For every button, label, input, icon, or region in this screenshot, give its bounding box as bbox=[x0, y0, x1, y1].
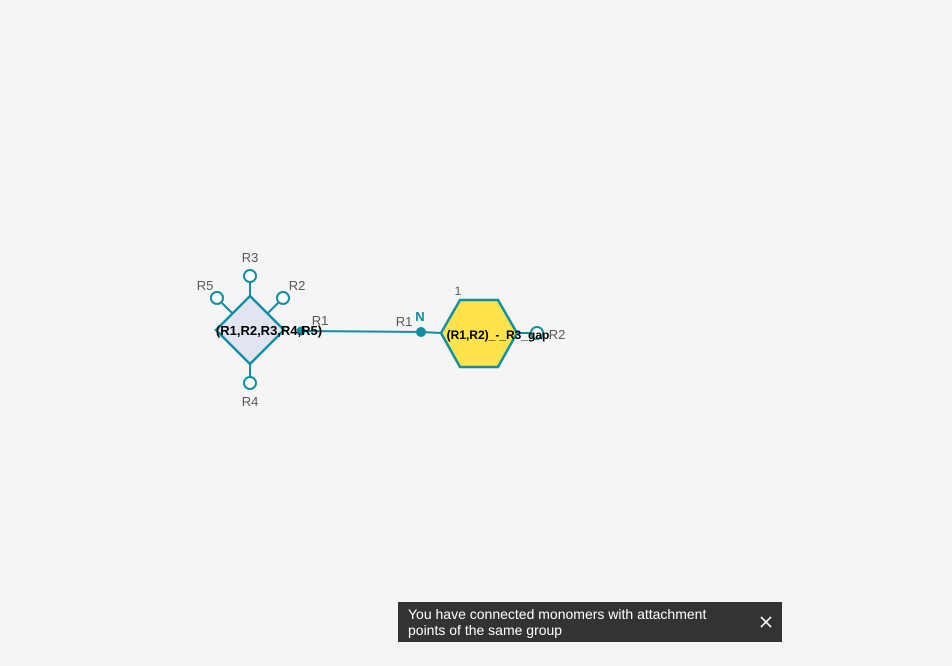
ap-dot-r1[interactable] bbox=[296, 326, 306, 336]
chem-monomer-shape[interactable] bbox=[214, 294, 286, 366]
ap-circle-r5[interactable] bbox=[210, 291, 224, 305]
ap-circle-right-r2[interactable] bbox=[530, 326, 544, 340]
notification-message: You have connected monomers with attachm… bbox=[408, 606, 707, 638]
bond-line[interactable] bbox=[301, 330, 422, 333]
peptide-monomer-name: (R1,R2)_-_R3_gap bbox=[447, 328, 550, 342]
chem-monomer-name: (R1,R2,R3,R4,R5) bbox=[216, 323, 322, 338]
peptide-monomer-shape[interactable] bbox=[439, 298, 519, 369]
chem-monomer[interactable]: R3 R2 R5 R4 R1 (R1,R2,R3,R4,R5) bbox=[197, 250, 329, 409]
ap-label-r4: R4 bbox=[242, 394, 259, 409]
ap-circle-r2[interactable] bbox=[276, 291, 290, 305]
close-icon[interactable] bbox=[756, 612, 776, 632]
ap-label-right-r2: R2 bbox=[549, 327, 566, 342]
n-terminal-label: N bbox=[415, 309, 424, 324]
sequence-number: 1 bbox=[455, 284, 462, 298]
ap-circle-r3[interactable] bbox=[243, 269, 257, 283]
notification-snackbar: You have connected monomers with attachm… bbox=[398, 602, 782, 642]
ap-label-left-r1: R1 bbox=[396, 314, 413, 329]
ap-label-r1: R1 bbox=[312, 313, 329, 328]
ap-label-r2: R2 bbox=[289, 278, 306, 293]
peptide-monomer[interactable]: 1 N R1 R2 (R1,R2)_-_R3_gap bbox=[396, 284, 566, 369]
ap-circle-r4[interactable] bbox=[243, 376, 257, 390]
ap-dot-left-r1[interactable] bbox=[416, 327, 426, 337]
ap-stub-r5 bbox=[221, 302, 233, 314]
ap-stub-r2 bbox=[267, 302, 279, 314]
ap-label-r3: R3 bbox=[242, 250, 259, 265]
ap-label-r5: R5 bbox=[197, 278, 214, 293]
